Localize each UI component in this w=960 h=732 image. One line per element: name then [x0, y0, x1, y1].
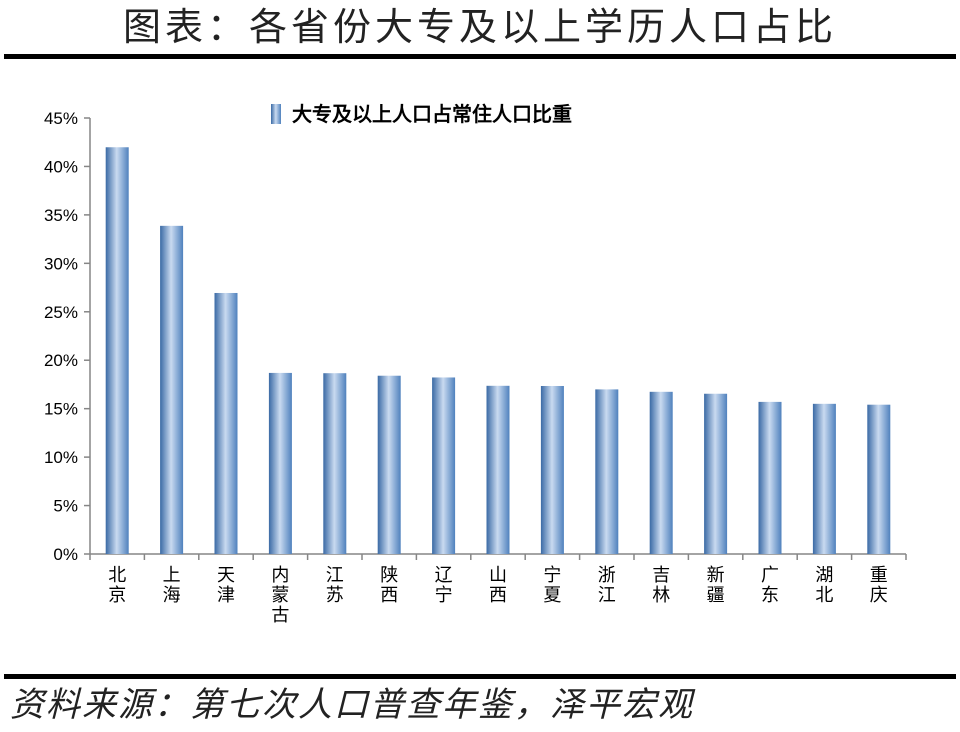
- bars-group: [105, 147, 891, 554]
- bar: [540, 385, 564, 554]
- bar: [105, 147, 129, 554]
- y-tick-label: 45%: [44, 109, 78, 128]
- bar: [812, 403, 836, 554]
- x-tick-label: 内蒙古: [271, 565, 289, 626]
- bar: [704, 393, 728, 554]
- bar: [214, 292, 238, 554]
- y-tick-label: 5%: [53, 497, 78, 516]
- legend-swatch: [271, 104, 281, 124]
- x-tick-label: 广东: [761, 565, 779, 606]
- x-tick-label: 上海: [163, 565, 181, 606]
- y-tick-label: 15%: [44, 400, 78, 419]
- bar: [486, 385, 510, 554]
- x-tick-label: 江苏: [326, 565, 344, 606]
- y-tick-labels: 0% 5% 10% 15% 20% 25% 30% 35% 40% 45%: [44, 109, 78, 564]
- y-tick-label: 0%: [53, 545, 78, 564]
- bar: [432, 377, 456, 554]
- x-tick-label: 湖北: [815, 565, 833, 606]
- bar: [160, 225, 184, 554]
- bar: [377, 375, 401, 554]
- bar: [268, 372, 292, 554]
- bottom-divider: [4, 674, 956, 679]
- bar: [649, 391, 673, 554]
- x-tick-label: 天津: [217, 565, 235, 606]
- x-tick-label: 山西: [489, 565, 507, 606]
- bar: [595, 389, 619, 554]
- bar: [758, 401, 782, 554]
- bar: [867, 404, 891, 554]
- legend-label: 大专及以上人口占常住人口比重: [292, 102, 572, 126]
- y-tick-label: 40%: [44, 157, 78, 176]
- y-tick-label: 10%: [44, 448, 78, 467]
- y-tick-label: 25%: [44, 303, 78, 322]
- x-tick-label: 北京: [108, 565, 126, 606]
- top-divider: [4, 54, 956, 59]
- x-tick-label: 浙江: [598, 565, 616, 606]
- x-tick-label: 重庆: [870, 565, 888, 606]
- x-tick-label: 陕西: [380, 565, 398, 606]
- y-tick-label: 35%: [44, 206, 78, 225]
- y-tick-label: 20%: [44, 351, 78, 370]
- source-note: 资料来源：第七次人口普查年鉴，泽平宏观: [10, 685, 694, 725]
- x-tick-label: 新疆: [707, 565, 725, 606]
- x-tick-label: 辽宁: [435, 565, 453, 606]
- y-tick-label: 30%: [44, 254, 78, 273]
- chart-legend: 大专及以上人口占常住人口比重: [271, 102, 572, 126]
- page-title: 图表：各省份大专及以上学历人口占比: [122, 5, 837, 49]
- x-tick-label: 宁夏: [543, 565, 561, 606]
- x-tick-label: 吉林: [652, 565, 670, 606]
- bar: [323, 373, 347, 554]
